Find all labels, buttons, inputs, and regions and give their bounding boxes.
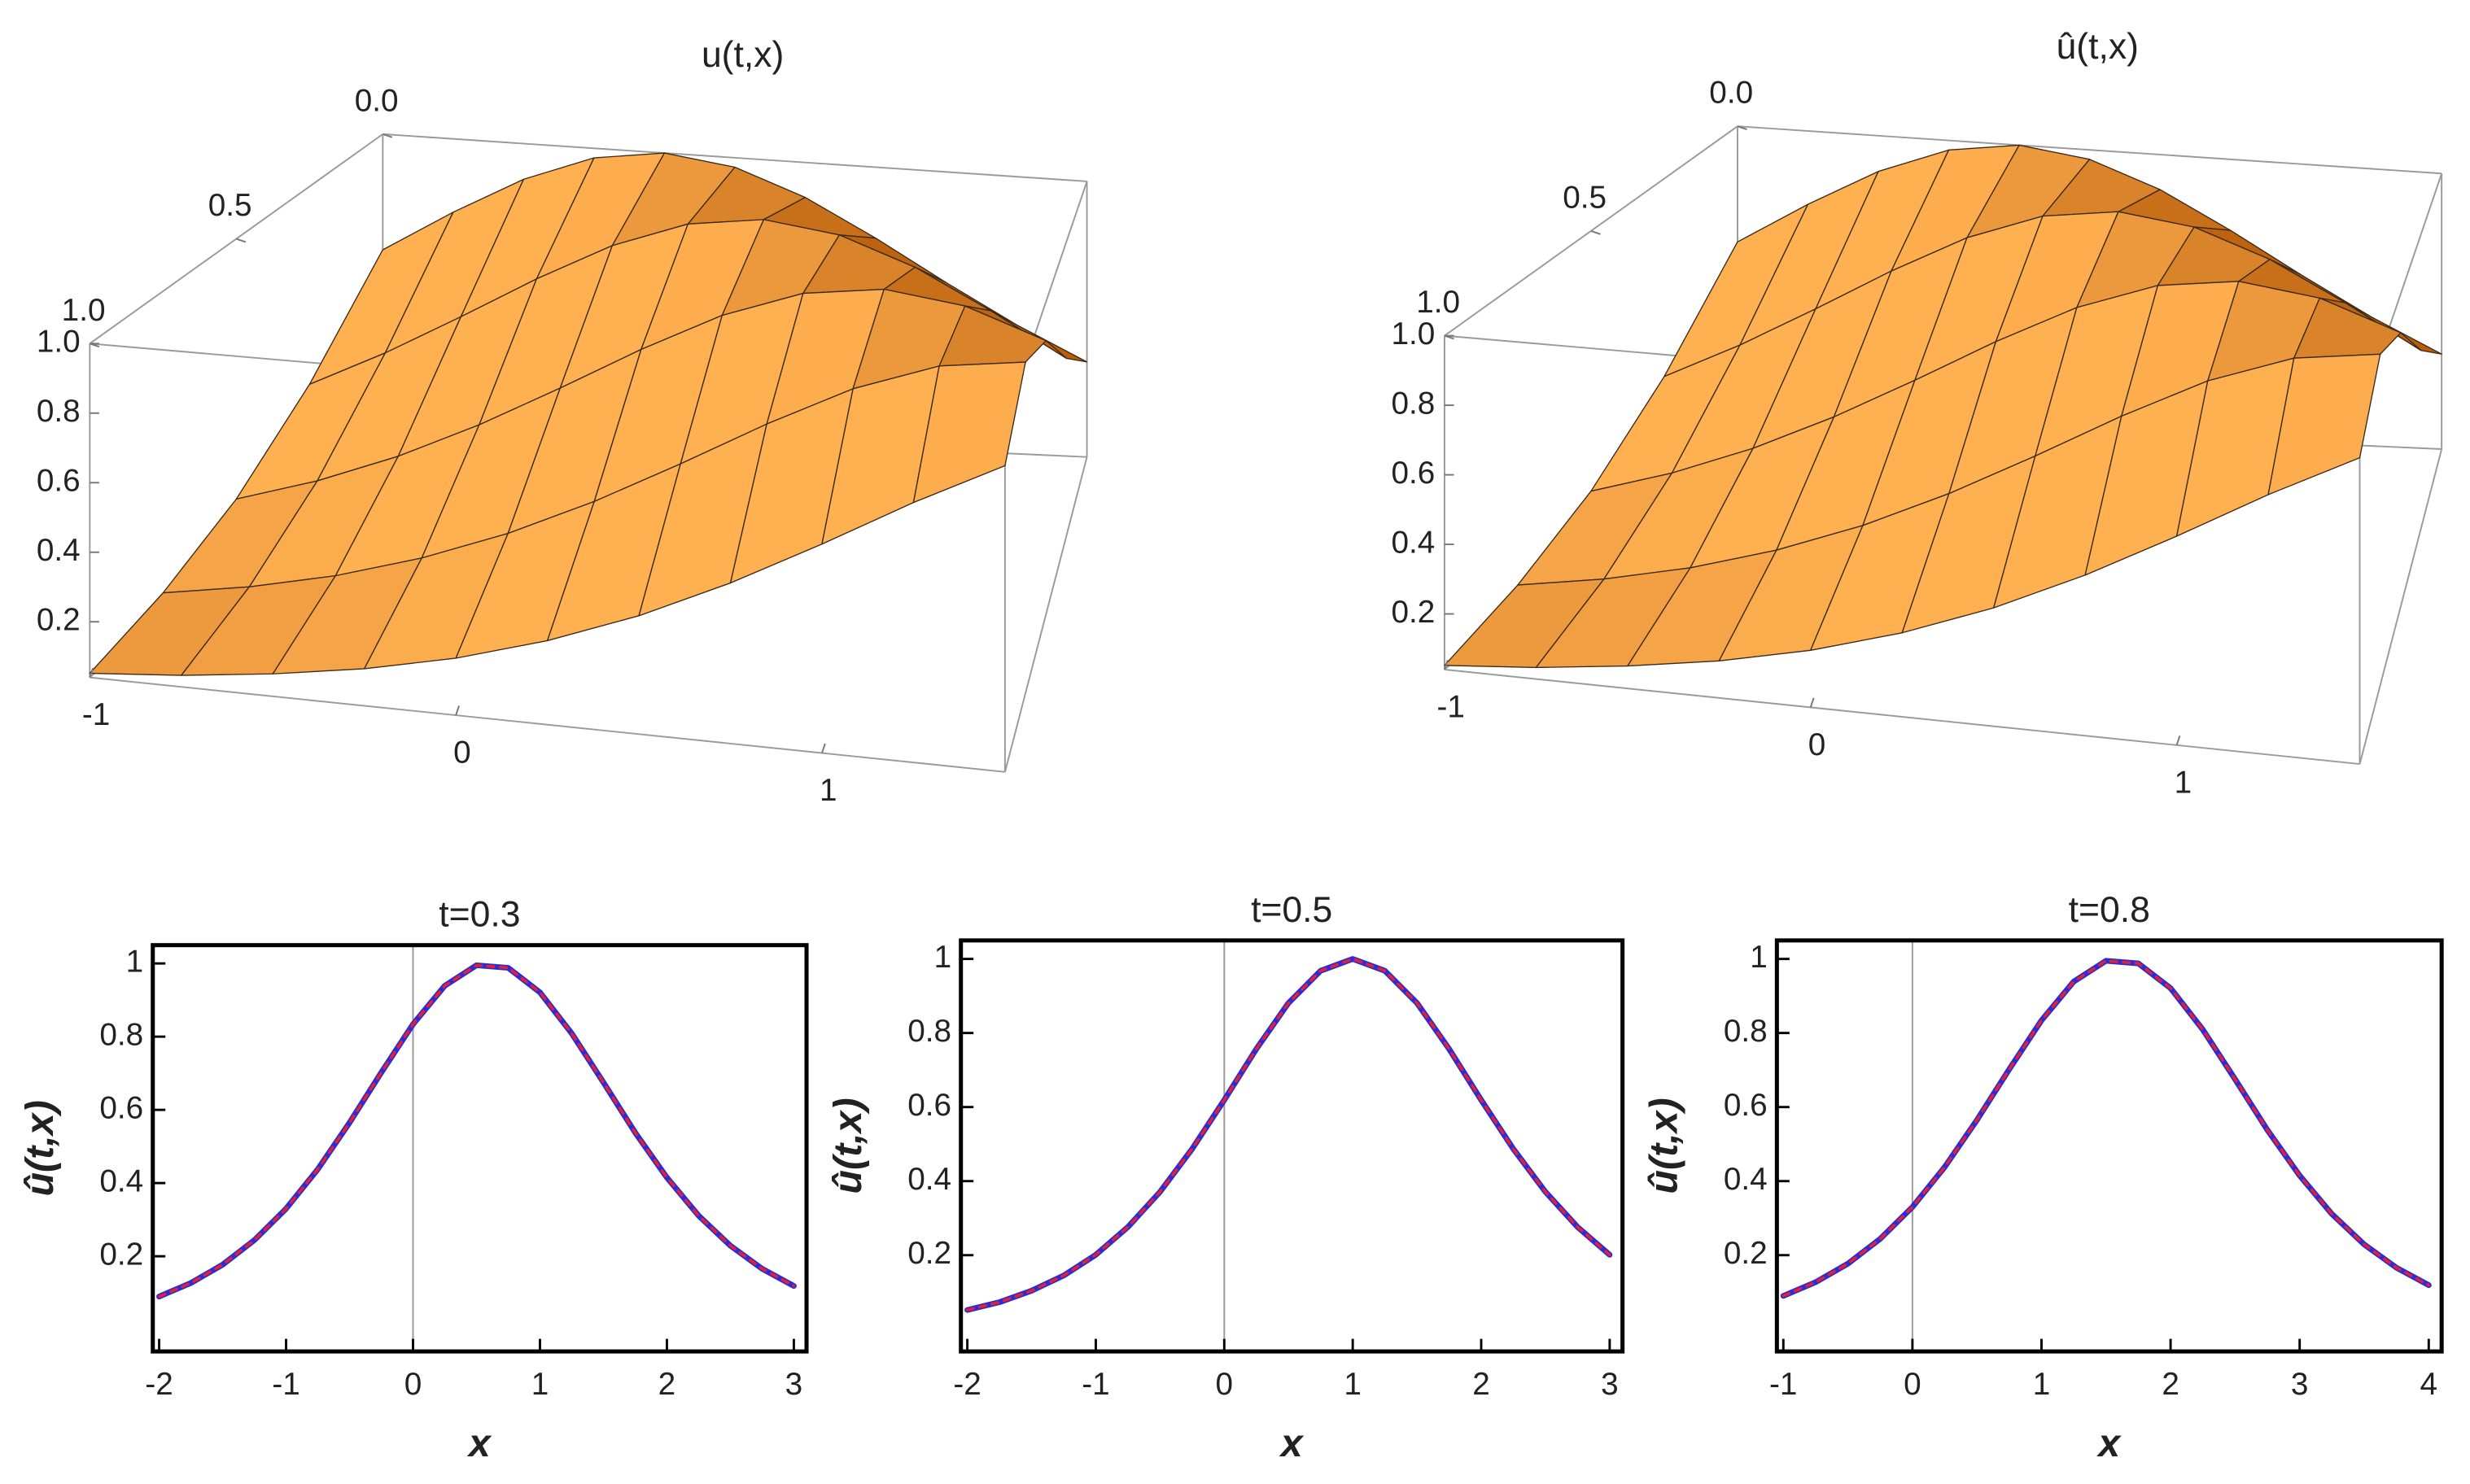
x-tick-label: -2: [953, 1367, 981, 1402]
y-tick: [236, 238, 247, 243]
x-tick-label: 0: [404, 1367, 422, 1402]
y-tick-label: 0.6: [99, 1090, 143, 1125]
x-tick-label: 4: [2420, 1367, 2438, 1402]
y-tick-label: 0.4: [99, 1163, 143, 1198]
box-edge: [1444, 669, 2360, 766]
z-tick-label: 0.4: [1392, 525, 1436, 560]
x-axis-label: x: [466, 1421, 492, 1465]
y-tick-label: 0.5: [1563, 180, 1607, 215]
y-tick-label: 1: [1750, 940, 1768, 975]
x-tick-label: 0: [1904, 1367, 1921, 1402]
plot-frame: [959, 938, 1625, 1354]
z-tick-label: 0.2: [37, 602, 81, 637]
z-tick-label: 0.8: [37, 394, 81, 429]
box-edge: [1737, 125, 2442, 175]
box-edge: [2359, 448, 2443, 765]
y-tick: [1737, 125, 1747, 130]
x-axis-label: x: [1279, 1421, 1305, 1465]
y-tick-label: 0.5: [208, 188, 252, 223]
plot-title: t=0.5: [1251, 890, 1332, 930]
y-tick-label: 1: [126, 944, 144, 979]
x-tick-label: -1: [272, 1367, 299, 1402]
x-tick-label: 2: [1472, 1367, 1490, 1402]
x-tick-label: -1: [1082, 1367, 1109, 1402]
box-edge: [383, 133, 1087, 182]
x-tick: [1809, 697, 1815, 708]
x-tick-label: 0: [1808, 727, 1826, 762]
series-line: [156, 962, 797, 1300]
plot-title: t=0.8: [2069, 890, 2150, 930]
y-tick-label: 1: [934, 940, 952, 975]
x-tick-label: 1: [820, 773, 837, 808]
x-tick-label: 2: [2162, 1367, 2179, 1402]
x-tick-label: -1: [1436, 690, 1464, 725]
x-tick: [2175, 735, 2181, 746]
z-tick-label: 0.8: [1392, 386, 1436, 421]
y-tick-label: 0.0: [355, 83, 399, 118]
x-tick-label: 1: [531, 1367, 549, 1402]
plot-frame: [151, 943, 809, 1354]
x-tick-label: 2: [658, 1367, 676, 1402]
y-tick-label: 0.2: [1724, 1236, 1768, 1271]
x-tick: [1444, 660, 1449, 670]
x-tick-label: -1: [1769, 1367, 1797, 1402]
x-tick-label: 0: [1216, 1367, 1234, 1402]
box-edge: [1003, 456, 1088, 773]
x-tick-label: -1: [82, 697, 110, 732]
x-tick-label: 3: [1601, 1367, 1619, 1402]
series-line: [965, 957, 1611, 1312]
x-tick-label: 0: [453, 735, 471, 770]
series-line: [1781, 959, 2431, 1298]
z-tick-label: 1.0: [37, 325, 81, 360]
y-tick-label: 0.8: [99, 1017, 143, 1052]
y-tick-label: 0.2: [907, 1236, 951, 1271]
y-tick-label: 0.4: [1724, 1162, 1768, 1197]
series-line: [157, 963, 796, 1298]
x-tick-label: 3: [785, 1367, 803, 1402]
x-tick: [89, 667, 94, 678]
y-tick-label: 0.2: [99, 1237, 143, 1272]
x-axis-label: x: [2096, 1421, 2122, 1465]
y-tick: [1444, 334, 1454, 340]
y-tick-label: 0.4: [907, 1162, 951, 1197]
y-tick-label: 0.6: [1724, 1088, 1768, 1123]
y-tick-label: 0.6: [907, 1088, 951, 1123]
x-tick: [821, 743, 826, 753]
x-tick-label: 1: [1344, 1367, 1362, 1402]
y-axis-label: û(t,x): [826, 1098, 870, 1194]
x-tick-label: 3: [2291, 1367, 2309, 1402]
z-tick-label: 0.6: [1392, 456, 1436, 491]
x-tick-label: 1: [2175, 765, 2192, 800]
y-tick-label: 1.0: [62, 293, 106, 328]
x-tick-label: 1: [2033, 1367, 2051, 1402]
z-tick-label: 0.4: [37, 533, 81, 568]
y-tick-label: 0.8: [907, 1014, 951, 1049]
z-tick-label: 0.6: [37, 463, 81, 498]
surface-patch: [912, 361, 1026, 504]
y-tick-label: 0.8: [1724, 1014, 1768, 1049]
plot-frame: [1774, 938, 2444, 1354]
z-tick-label: 0.2: [1392, 595, 1436, 630]
series-line: [1780, 958, 2432, 1299]
series-line: [964, 956, 1613, 1313]
y-tick: [90, 343, 100, 348]
y-tick: [1590, 229, 1601, 235]
y-tick-label: 1.0: [1416, 285, 1460, 320]
box-edge: [90, 676, 1006, 773]
x-tick: [455, 705, 460, 716]
surface-patch: [2267, 353, 2381, 495]
y-tick: [383, 133, 393, 138]
x-tick-label: -2: [145, 1367, 173, 1402]
plot-title: u(t,x): [702, 35, 784, 75]
y-axis-label: û(t,x): [18, 1100, 62, 1196]
plot-title: t=0.3: [439, 895, 520, 935]
y-tick-label: 0.0: [1709, 76, 1753, 111]
z-tick-label: 1.0: [1392, 316, 1436, 351]
y-axis-label: û(t,x): [1642, 1098, 1686, 1194]
plot-title: û(t,x): [2057, 27, 2139, 67]
